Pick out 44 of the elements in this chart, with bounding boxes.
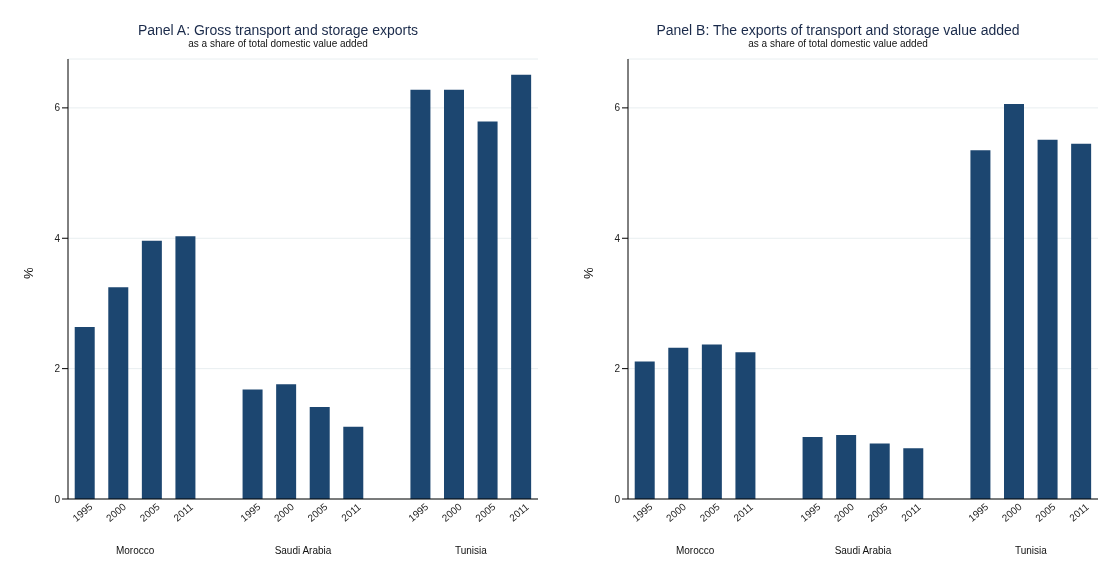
bar <box>634 361 655 499</box>
bar <box>802 437 823 499</box>
text: Tunisia <box>454 545 487 556</box>
bar <box>242 389 263 499</box>
text: Morocco <box>675 545 715 556</box>
bar <box>836 435 857 499</box>
bar <box>668 347 689 499</box>
bar <box>1004 103 1024 499</box>
y-tick-label: 6 <box>54 102 61 114</box>
bar <box>108 287 129 499</box>
bar <box>141 240 162 499</box>
y-tick-label: 2 <box>54 363 61 375</box>
text: Morocco <box>115 545 155 556</box>
bar <box>477 121 498 499</box>
bar <box>869 443 890 499</box>
bar <box>343 426 364 499</box>
chart-title: Panel A: Gross transport and storage exports <box>136 22 420 38</box>
bar <box>701 344 722 499</box>
bar <box>175 236 196 499</box>
bar <box>309 407 330 499</box>
bar <box>276 384 297 499</box>
y-tick-label: 2 <box>614 363 621 375</box>
bar <box>511 74 532 499</box>
bar <box>1071 143 1092 499</box>
y-tick-label: 4 <box>54 232 61 244</box>
text: Saudi Arabia <box>274 545 332 556</box>
text: Tunisia <box>1014 545 1047 556</box>
text: Saudi Arabia <box>834 545 892 556</box>
chart-subtitle: as a share of total domestic value added <box>747 38 929 49</box>
bar <box>735 352 756 499</box>
y-tick-label: 0 <box>614 493 621 505</box>
y-axis-title: % <box>580 267 596 279</box>
bar <box>410 89 431 499</box>
chart-title: Panel B: The exports of transport and storage value added <box>655 22 1021 38</box>
bar <box>74 326 95 499</box>
y-tick-label: 6 <box>614 102 621 114</box>
bar <box>1037 139 1058 499</box>
bar <box>444 89 464 499</box>
chart-subtitle: as a share of total domestic value added <box>187 38 369 49</box>
bar <box>970 150 991 499</box>
y-axis-title: % <box>20 267 36 279</box>
bar <box>903 448 924 499</box>
y-tick-label: 4 <box>614 232 621 244</box>
y-tick-label: 0 <box>54 493 61 505</box>
